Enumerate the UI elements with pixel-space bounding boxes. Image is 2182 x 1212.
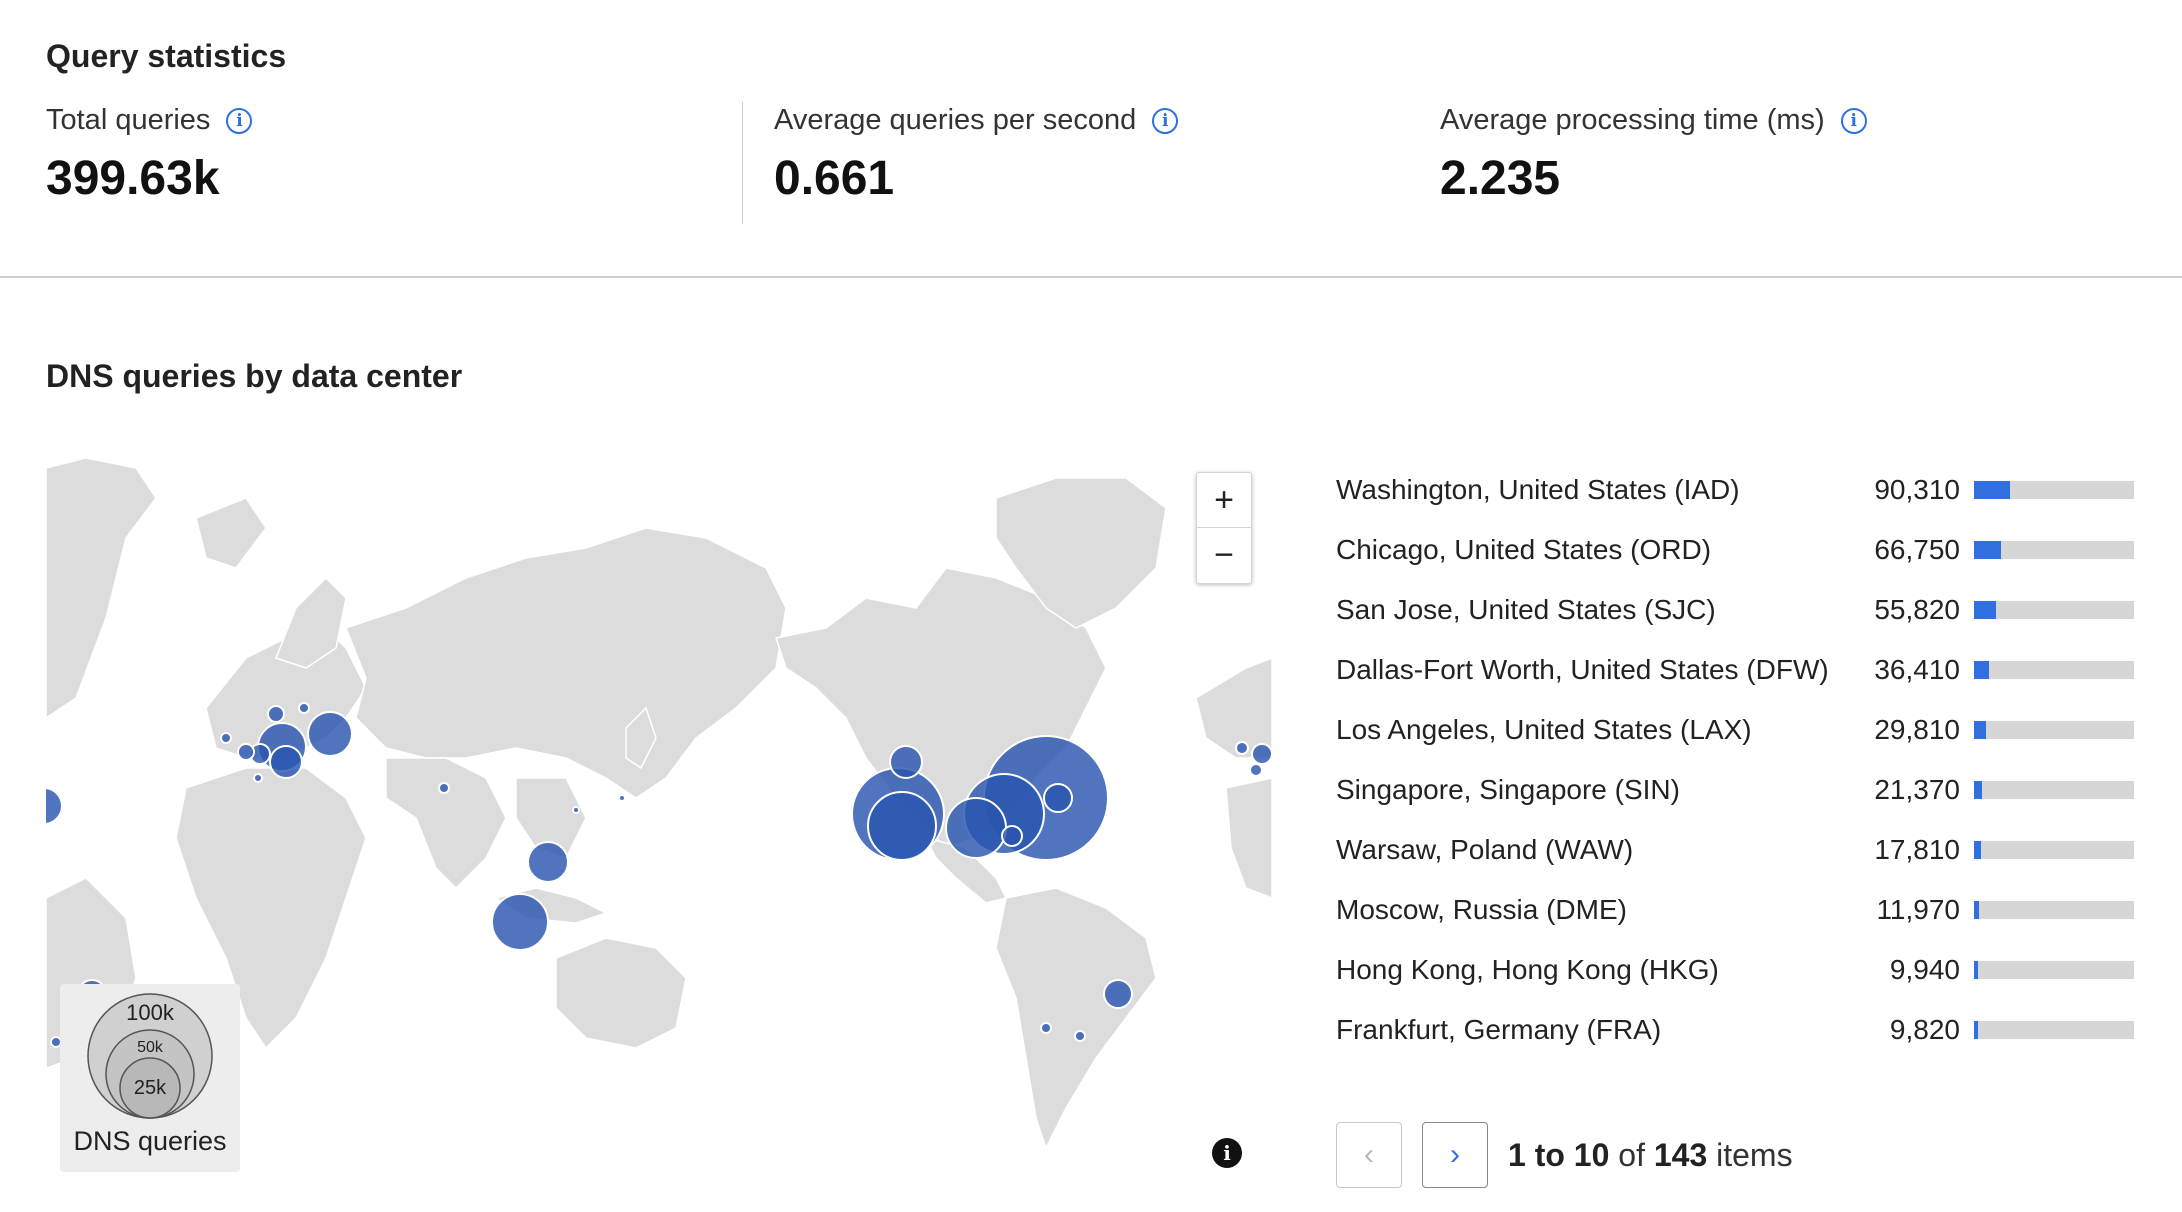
data-center-count: 17,810 — [1874, 834, 1960, 865]
query-statistics-title: Query statistics — [46, 38, 287, 74]
list-item: Warsaw, Poland (WAW) 17,810 — [1336, 820, 2136, 880]
data-center-name: Hong Kong, Hong Kong (HKG) — [1336, 954, 1719, 985]
legend-size-25k: 25k — [134, 1077, 167, 1099]
data-center-name: Frankfurt, Germany (FRA) — [1336, 1014, 1662, 1045]
share-bar-fill — [1974, 781, 1982, 799]
info-icon[interactable]: i — [226, 107, 253, 134]
bubble-dallas — [945, 797, 1007, 859]
legend-circles: 100k 50k 25k — [87, 993, 213, 1119]
list-item: Los Angeles, United States (LAX) 29,810 — [1336, 700, 2136, 760]
share-bar — [1974, 481, 2134, 499]
land-shapes — [46, 458, 1272, 1150]
bubble-los-angeles — [867, 791, 937, 861]
data-center-count: 9,820 — [1889, 1014, 1960, 1045]
share-bar — [1974, 841, 2134, 859]
share-bar — [1974, 961, 2134, 979]
share-bar — [1974, 721, 2134, 739]
pagination-of: of — [1618, 1136, 1645, 1173]
stat-label: Average queries per second — [774, 104, 1137, 136]
chevron-left-icon: ‹ — [1364, 1138, 1374, 1171]
data-center-count: 11,970 — [1876, 894, 1960, 925]
stat-total-queries: Total queries i 399.63k — [46, 104, 253, 206]
section-divider — [0, 276, 2182, 278]
legend-size-100k: 100k — [126, 1000, 175, 1025]
list-item: Washington, United States (IAD) 90,310 — [1336, 460, 2136, 520]
zoom-in-button[interactable]: + — [1214, 480, 1234, 519]
pagination-range: 1 to 10 — [1508, 1136, 1610, 1173]
list-item: Chicago, United States (ORD) 66,750 — [1336, 520, 2136, 580]
share-bar-fill — [1974, 601, 1996, 619]
data-center-name: San Jose, United States (SJC) — [1336, 594, 1716, 625]
world-map-canvas[interactable] — [46, 458, 1272, 1190]
map-zoom-control: + − — [1196, 472, 1252, 584]
legend-size-50k: 50k — [137, 1039, 164, 1056]
stat-label: Average processing time (ms) — [1440, 104, 1825, 136]
stat-avg-processing-time: Average processing time (ms) i 2.235 — [1440, 104, 1867, 206]
dns-map-title: DNS queries by data center — [46, 358, 463, 394]
data-center-count: 21,370 — [1874, 774, 1960, 805]
data-center-name: Singapore, Singapore (SIN) — [1336, 774, 1680, 805]
data-center-name: Warsaw, Poland (WAW) — [1336, 834, 1634, 865]
share-bar — [1974, 1021, 2134, 1039]
pagination-total: 143 — [1653, 1136, 1708, 1173]
data-center-name: Dallas-Fort Worth, United States (DFW) — [1336, 654, 1829, 685]
bubble-hong-kong — [527, 841, 569, 883]
stat-value: 399.63k — [46, 152, 220, 205]
list-item: Singapore, Singapore (SIN) 21,370 — [1336, 760, 2136, 820]
data-center-count: 9,940 — [1889, 954, 1960, 985]
stat-label: Total queries — [46, 104, 211, 136]
share-bar — [1974, 601, 2134, 619]
list-item: Moscow, Russia (DME) 11,970 — [1336, 880, 2136, 940]
pagination-summary: 1 to 10 of 143 items — [1508, 1137, 1793, 1174]
stat-divider — [742, 102, 743, 224]
stat-value: 0.661 — [774, 152, 895, 205]
pagination: ‹ › 1 to 10 of 143 items — [1336, 1122, 1793, 1188]
info-icon[interactable]: i — [1152, 107, 1179, 134]
data-center-count: 66,750 — [1874, 534, 1960, 565]
data-center-count: 36,410 — [1874, 654, 1960, 685]
data-center-name: Washington, United States (IAD) — [1336, 474, 1740, 505]
data-center-name: Moscow, Russia (DME) — [1336, 894, 1627, 925]
legend-label: DNS queries — [73, 1126, 227, 1156]
stat-avg-qps: Average queries per second i 0.661 — [774, 104, 1179, 206]
zoom-separator — [1197, 527, 1251, 528]
data-center-count: 29,810 — [1874, 714, 1960, 745]
data-center-count: 55,820 — [1874, 594, 1960, 625]
share-bar — [1974, 541, 2134, 559]
share-bar-fill — [1974, 961, 1978, 979]
list-item: Dallas-Fort Worth, United States (DFW) 3… — [1336, 640, 2136, 700]
bubble-singapore — [491, 893, 549, 951]
stat-value: 2.235 — [1440, 152, 1561, 205]
share-bar-fill — [1974, 841, 1981, 859]
share-bar — [1974, 901, 2134, 919]
bubble-moscow — [307, 711, 353, 757]
pagination-unit: items — [1716, 1136, 1793, 1173]
share-bar-fill — [1974, 721, 1986, 739]
map-size-legend: 100k 50k 25k DNS queries — [60, 984, 240, 1172]
share-bar-fill — [1974, 481, 2010, 499]
data-center-count: 90,310 — [1874, 474, 1960, 505]
share-bar-fill — [1974, 541, 2001, 559]
list-item: San Jose, United States (SJC) 55,820 — [1336, 580, 2136, 640]
next-page-button[interactable]: › — [1422, 1122, 1488, 1188]
data-center-name: Los Angeles, United States (LAX) — [1336, 714, 1752, 745]
list-item: Frankfurt, Germany (FRA) 9,820 — [1336, 1000, 2136, 1060]
list-item: Hong Kong, Hong Kong (HKG) 9,940 — [1336, 940, 2136, 1000]
world-map[interactable] — [46, 458, 1272, 1190]
zoom-out-button[interactable]: − — [1214, 535, 1234, 574]
share-bar-fill — [1974, 901, 1979, 919]
data-center-name: Chicago, United States (ORD) — [1336, 534, 1712, 565]
info-icon[interactable]: i — [1840, 107, 1867, 134]
map-info-icon[interactable]: i — [1212, 1138, 1242, 1168]
share-bar — [1974, 781, 2134, 799]
chevron-right-icon: › — [1450, 1138, 1460, 1171]
share-bar — [1974, 661, 2134, 679]
data-center-list: Washington, United States (IAD) 90,310 C… — [1336, 460, 2136, 1060]
share-bar-fill — [1974, 1021, 1978, 1039]
share-bar-fill — [1974, 661, 1989, 679]
prev-page-button[interactable]: ‹ — [1336, 1122, 1402, 1188]
